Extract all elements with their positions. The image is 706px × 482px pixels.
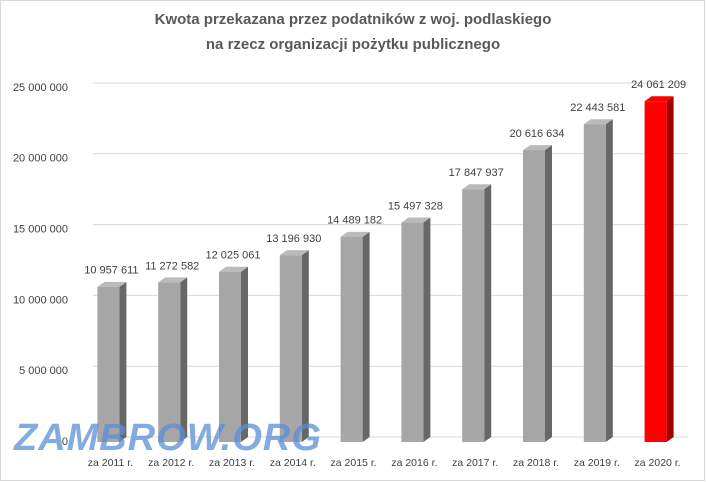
bar xyxy=(97,281,127,442)
bar-side xyxy=(362,231,370,442)
watermark: ZAMBROW.ORG xyxy=(13,417,322,459)
bar-top xyxy=(97,281,127,287)
bar-front xyxy=(219,271,241,442)
bar-side xyxy=(301,250,309,442)
bar-side xyxy=(119,281,127,442)
x-tick-label: za 2012 r. xyxy=(148,457,194,469)
x-tick-label: za 2018 r. xyxy=(513,457,559,469)
data-label: 17 847 937 xyxy=(449,167,504,179)
data-label: 12 025 061 xyxy=(205,250,260,262)
y-tick-label: 15 000 000 xyxy=(13,224,68,236)
bar-front xyxy=(583,124,606,443)
bar-top xyxy=(219,266,248,272)
bar-front xyxy=(401,222,424,442)
bar-side xyxy=(241,266,248,442)
data-label: 22 443 581 xyxy=(570,102,625,114)
y-tick-label: 10 000 000 xyxy=(13,294,68,306)
bar-top xyxy=(462,184,492,190)
bar-front xyxy=(340,236,363,442)
x-tick-label: za 2011 r. xyxy=(88,457,133,469)
bar-top xyxy=(279,250,309,256)
x-tick-label: za 2013 r. xyxy=(209,457,255,469)
bar-front xyxy=(523,150,545,442)
bar xyxy=(219,266,248,442)
bar xyxy=(340,231,370,442)
chart-title: na rzecz organizacji pożytku publicznego xyxy=(206,36,500,53)
bar xyxy=(583,119,613,443)
bar-side xyxy=(605,119,613,443)
bar xyxy=(523,145,552,442)
x-tick-label: za 2017 r. xyxy=(452,457,498,469)
bar-side xyxy=(484,184,492,443)
bar-side xyxy=(180,277,188,442)
bar-top xyxy=(340,231,370,237)
bar-front xyxy=(158,282,181,442)
bar-front xyxy=(279,255,302,442)
bar xyxy=(644,96,674,443)
bar-side xyxy=(545,145,552,442)
bar-front xyxy=(462,189,485,442)
bar-side xyxy=(666,96,674,443)
x-tick-label: za 2019 r. xyxy=(574,457,620,469)
data-label: 13 196 930 xyxy=(266,233,321,245)
bar-top xyxy=(158,277,188,283)
bar-front xyxy=(644,101,667,443)
bar-top xyxy=(644,96,674,102)
bar-side xyxy=(423,217,431,442)
bar-top xyxy=(401,217,431,223)
bar-front xyxy=(97,286,120,442)
data-label: 24 061 209 xyxy=(631,79,686,91)
data-label: 15 497 328 xyxy=(388,200,443,212)
y-tick-label: 25 000 000 xyxy=(13,82,68,94)
data-label: 20 616 634 xyxy=(509,128,564,140)
data-label: 14 489 182 xyxy=(327,215,382,227)
data-label: 10 957 611 xyxy=(84,265,138,277)
bar xyxy=(462,184,492,443)
bar xyxy=(158,277,188,442)
bar-top xyxy=(523,145,552,151)
bar-top xyxy=(583,119,613,125)
y-tick-label: 0 xyxy=(62,436,68,448)
data-label: 11 272 582 xyxy=(145,260,199,272)
bar xyxy=(279,250,309,442)
chart-title: Kwota przekazana przez podatników z woj.… xyxy=(155,11,552,28)
x-tick-label: za 2020 r. xyxy=(635,457,681,469)
x-tick-label: za 2016 r. xyxy=(391,457,437,469)
y-tick-label: 5 000 000 xyxy=(19,365,68,377)
bar xyxy=(401,217,431,442)
x-tick-label: za 2015 r. xyxy=(331,457,377,469)
y-tick-label: 20 000 000 xyxy=(13,153,68,165)
x-tick-label: za 2014 r. xyxy=(270,457,316,469)
